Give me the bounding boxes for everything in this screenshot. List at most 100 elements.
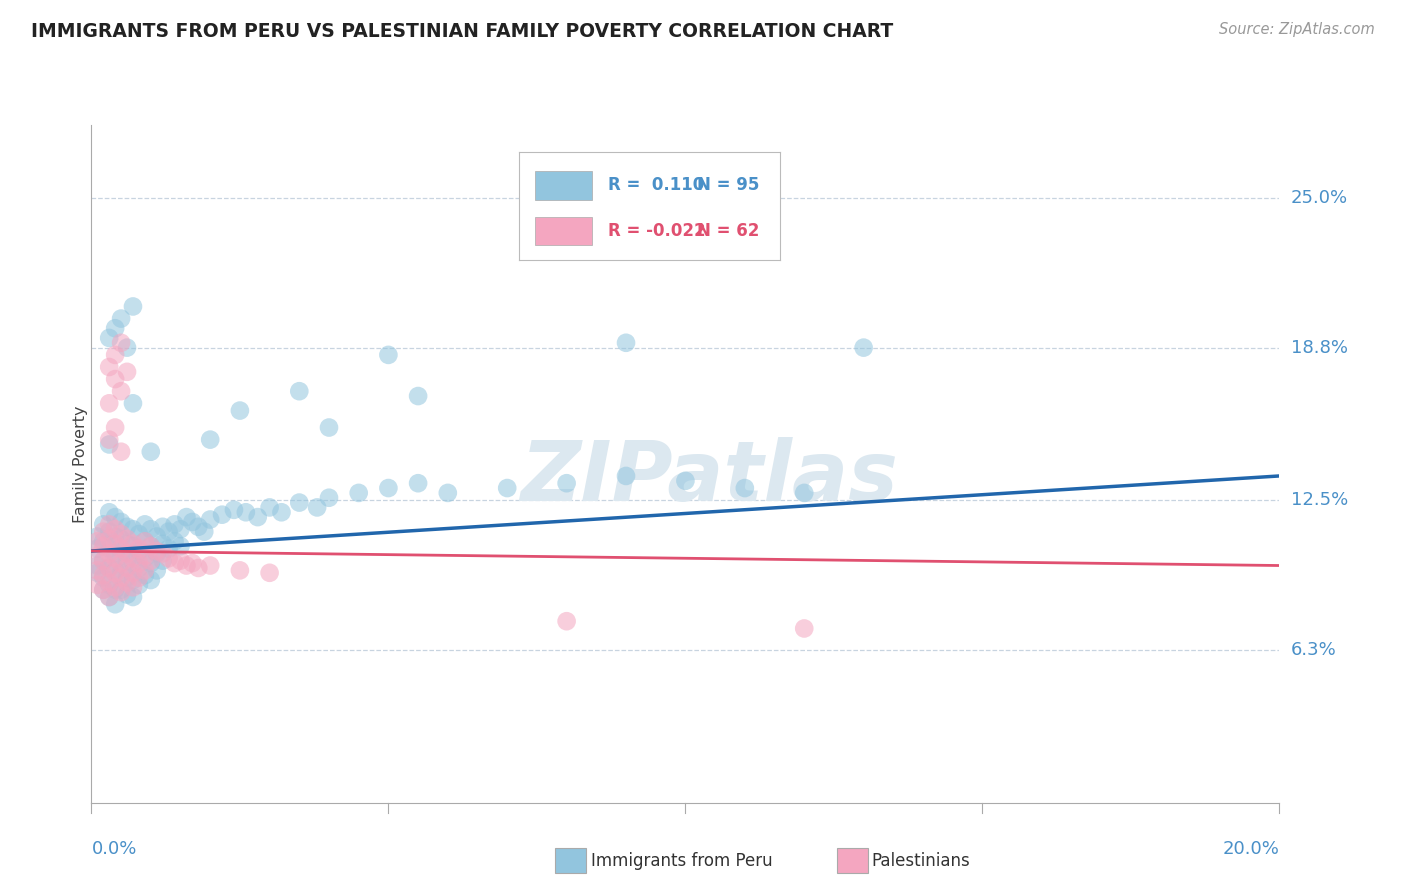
Point <box>122 551 145 566</box>
Point <box>98 541 121 556</box>
Point <box>157 541 180 556</box>
Point <box>134 563 156 577</box>
Point <box>157 524 180 539</box>
Point <box>128 541 150 556</box>
Point <box>152 520 174 534</box>
Point <box>122 573 145 587</box>
Point <box>673 474 696 488</box>
Point <box>128 556 150 570</box>
Point <box>134 534 156 549</box>
Point <box>110 571 132 585</box>
Point <box>176 510 198 524</box>
Point <box>122 537 145 551</box>
Point <box>86 578 108 592</box>
Point <box>555 476 578 491</box>
Point <box>86 563 108 577</box>
Point <box>145 546 167 560</box>
Point <box>139 522 162 536</box>
Text: Immigrants from Peru: Immigrants from Peru <box>591 852 772 870</box>
Text: 0.0%: 0.0% <box>91 840 136 858</box>
Point <box>377 481 399 495</box>
Point <box>193 524 215 539</box>
Point <box>104 420 127 434</box>
Point <box>139 539 162 553</box>
Point <box>134 549 156 563</box>
Point <box>98 517 121 532</box>
Point <box>98 359 121 374</box>
Point <box>128 561 150 575</box>
Text: R = -0.022: R = -0.022 <box>607 222 706 240</box>
Point <box>614 335 637 350</box>
Point <box>406 476 429 491</box>
Point <box>436 486 458 500</box>
Text: Source: ZipAtlas.com: Source: ZipAtlas.com <box>1219 22 1375 37</box>
Point <box>110 444 132 458</box>
Y-axis label: Family Poverty: Family Poverty <box>73 405 87 523</box>
Point <box>222 503 245 517</box>
Point <box>98 578 121 592</box>
Point <box>128 527 150 541</box>
Point <box>169 522 191 536</box>
Point <box>406 389 429 403</box>
Point <box>145 544 167 558</box>
Text: N = 95: N = 95 <box>697 177 759 194</box>
Point <box>163 556 186 570</box>
Text: 6.3%: 6.3% <box>1291 641 1336 659</box>
Point <box>91 582 114 597</box>
Point <box>122 522 145 536</box>
Point <box>110 384 132 399</box>
Point <box>91 568 114 582</box>
Point <box>110 549 132 563</box>
Point <box>169 554 191 568</box>
Point <box>139 539 162 553</box>
Point <box>200 433 222 447</box>
Point <box>122 590 145 604</box>
Point <box>98 524 121 539</box>
Point <box>187 561 209 575</box>
Point <box>163 517 186 532</box>
Point <box>98 396 121 410</box>
Point <box>104 348 127 362</box>
Point <box>307 500 329 515</box>
Point <box>246 510 269 524</box>
Point <box>181 515 204 529</box>
Point <box>152 554 174 568</box>
Point <box>122 566 145 580</box>
Point <box>115 546 138 560</box>
Point <box>259 566 281 580</box>
Point <box>115 365 138 379</box>
Point <box>91 539 114 553</box>
Point <box>145 529 167 543</box>
Point <box>104 563 127 577</box>
Point <box>104 321 127 335</box>
Point <box>98 532 121 546</box>
Point <box>229 403 252 417</box>
Point <box>152 546 174 560</box>
Point <box>98 546 121 560</box>
Point <box>318 491 340 505</box>
Point <box>115 554 138 568</box>
Point <box>200 558 222 573</box>
Point <box>614 469 637 483</box>
Point <box>288 495 311 509</box>
Point <box>110 335 132 350</box>
Point <box>115 532 138 546</box>
Point <box>163 534 186 549</box>
Text: 25.0%: 25.0% <box>1291 188 1348 207</box>
Point <box>122 556 145 570</box>
Point <box>318 420 340 434</box>
Point <box>98 590 121 604</box>
Text: 12.5%: 12.5% <box>1291 491 1348 509</box>
Point <box>91 524 114 539</box>
Point <box>270 505 292 519</box>
Point <box>110 582 132 597</box>
Point <box>734 481 756 495</box>
Text: Palestinians: Palestinians <box>872 852 970 870</box>
Point <box>128 544 150 558</box>
Point <box>122 300 145 314</box>
Point <box>98 433 121 447</box>
Point <box>211 508 233 522</box>
Point <box>134 568 156 582</box>
Point <box>98 575 121 590</box>
Point <box>86 534 108 549</box>
